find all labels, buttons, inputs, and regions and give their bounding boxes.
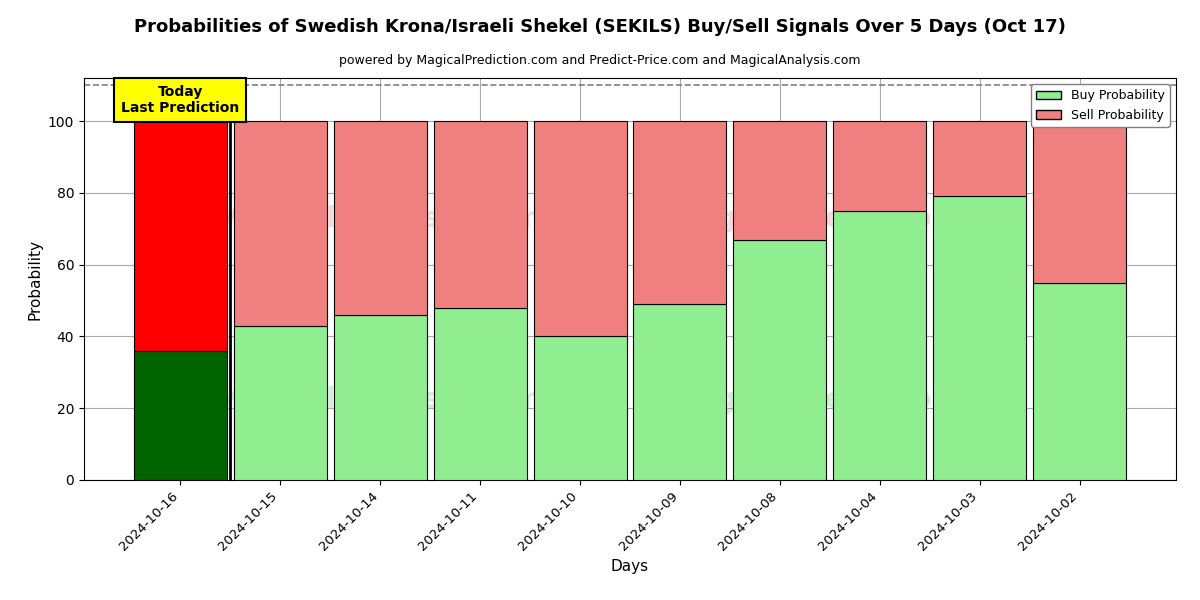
Bar: [934, 121, 1026, 196]
Bar: [234, 121, 326, 326]
Legend: Buy Probability, Sell Probability: Buy Probability, Sell Probability: [1031, 84, 1170, 127]
Bar: [634, 121, 726, 304]
Text: MagicalAnalysis.com: MagicalAnalysis.com: [216, 386, 542, 413]
Bar: [534, 337, 626, 480]
Text: Probabilities of Swedish Krona/Israeli Shekel (SEKILS) Buy/Sell Signals Over 5 D: Probabilities of Swedish Krona/Israeli S…: [134, 18, 1066, 36]
Bar: [433, 308, 527, 480]
Bar: [834, 121, 926, 211]
Bar: [133, 351, 227, 480]
Text: MagicalPrediction.com: MagicalPrediction.com: [670, 386, 1027, 413]
Text: powered by MagicalPrediction.com and Predict-Price.com and MagicalAnalysis.com: powered by MagicalPrediction.com and Pre…: [340, 54, 860, 67]
Bar: [934, 196, 1026, 480]
Bar: [234, 326, 326, 480]
Bar: [733, 121, 827, 239]
Text: Today
Last Prediction: Today Last Prediction: [121, 85, 239, 115]
Text: MagicalAnalysis.com: MagicalAnalysis.com: [216, 205, 542, 233]
Bar: [733, 239, 827, 480]
Y-axis label: Probability: Probability: [28, 238, 42, 319]
Bar: [534, 121, 626, 337]
Bar: [334, 315, 426, 480]
Bar: [334, 121, 426, 315]
Bar: [433, 121, 527, 308]
Bar: [1033, 283, 1127, 480]
Bar: [1033, 121, 1127, 283]
Bar: [133, 121, 227, 351]
X-axis label: Days: Days: [611, 559, 649, 574]
Bar: [834, 211, 926, 480]
Text: MagicalPrediction.com: MagicalPrediction.com: [670, 205, 1027, 233]
Bar: [634, 304, 726, 480]
